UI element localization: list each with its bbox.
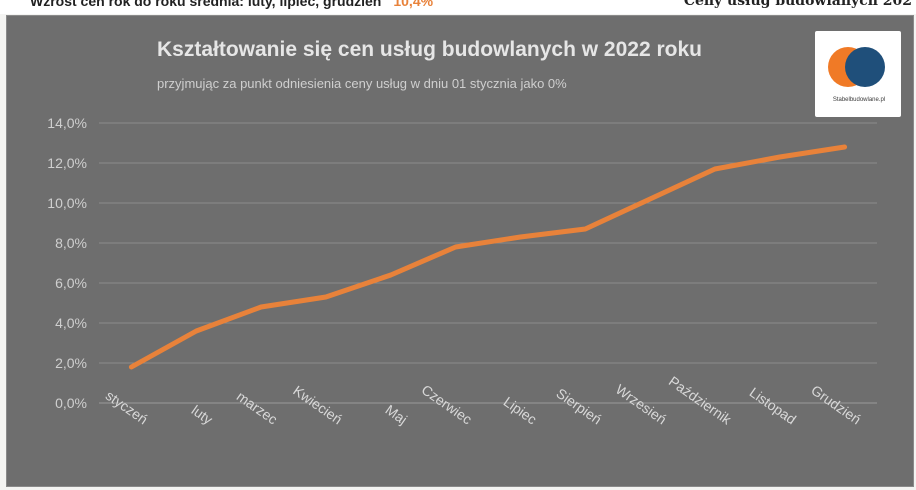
brand-logo: Stabelbudowlane.pl [815, 31, 901, 117]
y-tick-label: 10,0% [47, 195, 87, 211]
chart-subtitle: przyjmując za punkt odniesienia ceny usł… [157, 76, 567, 91]
x-tick-label: Grudzień [808, 382, 864, 428]
y-tick-label: 0,0% [55, 395, 87, 411]
x-tick-label: Czerwiec [419, 381, 475, 427]
logo-text: Stabelbudowlane.pl [832, 97, 886, 103]
x-tick-label: marzec [234, 388, 281, 427]
x-tick-label: Wrzesień [613, 381, 670, 427]
y-tick-label: 8,0% [55, 235, 87, 251]
chart-panel: 0,0% 2,0% 4,0% 6,0% 8,0% 10,0% 12,0% 14,0% stycz… [6, 15, 914, 487]
header-left: Wzrost cen rok do roku średnia: luty, li… [30, 0, 433, 9]
x-tick-label: Październik [666, 373, 735, 428]
series-line [128, 144, 848, 370]
y-tick-label: 4,0% [55, 315, 87, 331]
line-chart: 0,0% 2,0% 4,0% 6,0% 8,0% 10,0% 12,0% 14,0% stycz… [47, 115, 877, 428]
x-tick-label: luty [189, 402, 216, 428]
header-left-value: 10,4% [393, 0, 434, 9]
x-tick-label: Lipiec [501, 393, 540, 427]
y-tick-label: 14,0% [47, 115, 87, 131]
x-tick-label: styczeń [103, 387, 151, 427]
x-tick-label: Maj [383, 401, 411, 427]
y-tick-label: 12,0% [47, 155, 87, 171]
x-tick-label: Kwiecień [290, 382, 345, 427]
x-tick-label: Listopad [747, 384, 800, 427]
header-right-text: Ceny usług budowlanych 202 [683, 0, 912, 9]
logo-circles-icon [828, 47, 885, 87]
y-tick-label: 2,0% [55, 355, 87, 371]
chart-title: Kształtowanie się cen usług budowlanych … [157, 38, 702, 61]
top-strip: Wzrost cen rok do roku średnia: luty, li… [0, 0, 916, 14]
x-tick-label: Sierpień [553, 385, 604, 428]
header-left-text: Wzrost cen rok do roku średnia: luty, li… [30, 0, 382, 9]
y-tick-label: 6,0% [55, 275, 87, 291]
